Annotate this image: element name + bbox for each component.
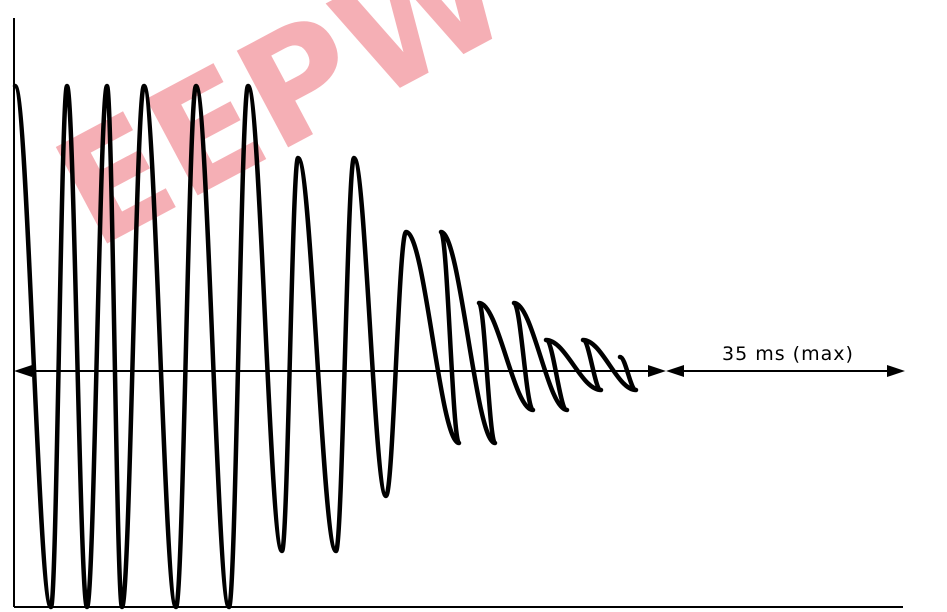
watermark-text: EEPW bbox=[30, 0, 536, 282]
watermark-logo: EEPW bbox=[30, 0, 536, 282]
damped-waveform bbox=[12, 83, 639, 610]
arrow-mid-left-head bbox=[648, 365, 666, 377]
arrow-left-head bbox=[14, 365, 32, 377]
arrow-mid-right-head bbox=[666, 365, 684, 377]
arrow-right-head bbox=[887, 365, 905, 377]
duration-label: 35 ms (max) bbox=[722, 343, 854, 365]
